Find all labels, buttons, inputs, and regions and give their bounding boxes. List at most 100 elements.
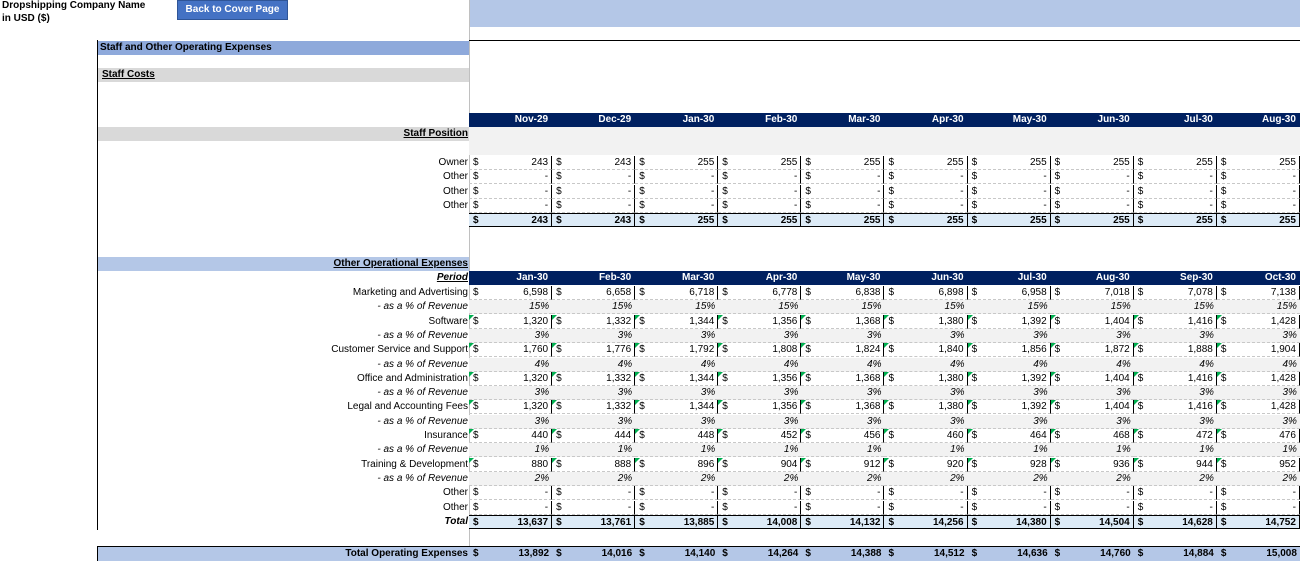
value-cell[interactable]: $ - [884,500,968,515]
value-cell[interactable]: $1,392 [967,314,1051,329]
value-cell[interactable]: $460 [884,429,968,443]
value-cell[interactable]: 2% [1050,471,1134,486]
value-cell[interactable]: $1,344 [635,400,719,415]
value-cell[interactable]: 3% [884,328,968,343]
value-cell[interactable]: $1,428 [1216,371,1300,386]
value-cell[interactable]: 3% [801,386,885,401]
value-cell[interactable]: $ - [552,198,636,213]
value-cell[interactable]: 1% [801,443,885,458]
value-cell[interactable]: $952 [1216,457,1300,472]
value-cell[interactable]: $ - [884,170,968,185]
value-cell[interactable]: $1,344 [635,314,719,329]
value-cell[interactable]: $444 [552,429,636,443]
value-cell[interactable]: 3% [552,328,636,343]
value-cell[interactable]: 3% [1216,414,1300,429]
value-cell[interactable]: $1,320 [469,371,553,386]
value-cell[interactable]: $936 [1050,457,1134,472]
value-cell[interactable]: 1% [469,443,553,458]
value-cell[interactable]: 3% [635,386,719,401]
value-cell[interactable]: 4% [469,357,553,372]
value-cell[interactable]: 15% [1050,300,1134,315]
value-cell[interactable]: $6,658 [552,286,636,300]
value-cell[interactable]: $ - [801,184,885,199]
value-cell[interactable]: $476 [1216,429,1300,443]
value-cell[interactable]: $1,368 [801,371,885,386]
value-cell[interactable]: $ - [635,170,719,185]
value-cell[interactable]: $1,344 [635,371,719,386]
value-cell[interactable]: $1,760 [469,343,553,358]
value-cell[interactable]: $ - [552,184,636,199]
value-cell[interactable]: 1% [1216,443,1300,458]
value-cell[interactable]: 3% [967,328,1051,343]
value-cell[interactable]: $255 [1050,156,1134,170]
value-cell[interactable]: $ - [1133,198,1217,213]
value-cell[interactable]: 3% [469,414,553,429]
value-cell[interactable]: $1,792 [635,343,719,358]
value-cell[interactable]: $6,958 [967,286,1051,300]
value-cell[interactable]: $1,856 [967,343,1051,358]
value-cell[interactable]: 3% [635,328,719,343]
value-cell[interactable]: $1,872 [1050,343,1134,358]
value-cell[interactable]: $ - [469,486,553,501]
value-cell[interactable]: $928 [967,457,1051,472]
value-cell[interactable]: $ - [967,184,1051,199]
value-cell[interactable]: 3% [552,386,636,401]
value-cell[interactable]: 15% [884,300,968,315]
value-cell[interactable]: $ - [967,198,1051,213]
value-cell[interactable]: 1% [884,443,968,458]
value-cell[interactable]: $ - [469,500,553,515]
value-cell[interactable]: $255 [884,156,968,170]
value-cell[interactable]: $7,138 [1216,286,1300,300]
value-cell[interactable]: $ - [552,500,636,515]
value-cell[interactable]: $1,368 [801,314,885,329]
value-cell[interactable]: 3% [1133,328,1217,343]
value-cell[interactable]: 2% [469,471,553,486]
value-cell[interactable]: 3% [1050,414,1134,429]
value-cell[interactable]: 3% [469,328,553,343]
value-cell[interactable]: $1,824 [801,343,885,358]
value-cell[interactable]: 3% [718,328,802,343]
value-cell[interactable]: $ - [635,184,719,199]
value-cell[interactable]: 3% [469,386,553,401]
value-cell[interactable]: $ - [1216,184,1300,199]
value-cell[interactable]: $ - [1050,170,1134,185]
value-cell[interactable]: $ - [1050,486,1134,501]
value-cell[interactable]: 2% [552,471,636,486]
value-cell[interactable]: $464 [967,429,1051,443]
value-cell[interactable]: $ - [552,486,636,501]
value-cell[interactable]: 3% [1050,386,1134,401]
value-cell[interactable]: $1,416 [1133,314,1217,329]
value-cell[interactable]: $1,428 [1216,314,1300,329]
value-cell[interactable]: $ - [1133,184,1217,199]
value-cell[interactable]: $1,332 [552,314,636,329]
value-cell[interactable]: $255 [967,156,1051,170]
value-cell[interactable]: $ - [801,486,885,501]
value-cell[interactable]: $1,392 [967,400,1051,415]
value-cell[interactable]: 4% [801,357,885,372]
value-cell[interactable]: $ - [718,198,802,213]
value-cell[interactable]: 4% [884,357,968,372]
value-cell[interactable]: $1,320 [469,314,553,329]
value-cell[interactable]: $ - [1133,500,1217,515]
value-cell[interactable]: 2% [718,471,802,486]
value-cell[interactable]: $ - [884,198,968,213]
value-cell[interactable]: 1% [635,443,719,458]
value-cell[interactable]: 4% [552,357,636,372]
value-cell[interactable]: $ - [967,486,1051,501]
value-cell[interactable]: $ - [718,500,802,515]
value-cell[interactable]: $1,392 [967,371,1051,386]
value-cell[interactable]: $ - [967,500,1051,515]
value-cell[interactable]: $896 [635,457,719,472]
value-cell[interactable]: 3% [801,414,885,429]
value-cell[interactable]: 15% [718,300,802,315]
value-cell[interactable]: 1% [718,443,802,458]
value-cell[interactable]: $ - [552,170,636,185]
value-cell[interactable]: $ - [469,184,553,199]
value-cell[interactable]: 2% [1133,471,1217,486]
value-cell[interactable]: 3% [552,414,636,429]
value-cell[interactable]: $1,380 [884,314,968,329]
value-cell[interactable]: $944 [1133,457,1217,472]
value-cell[interactable]: $6,838 [801,286,885,300]
value-cell[interactable]: $ - [884,184,968,199]
value-cell[interactable]: $ - [469,170,553,185]
